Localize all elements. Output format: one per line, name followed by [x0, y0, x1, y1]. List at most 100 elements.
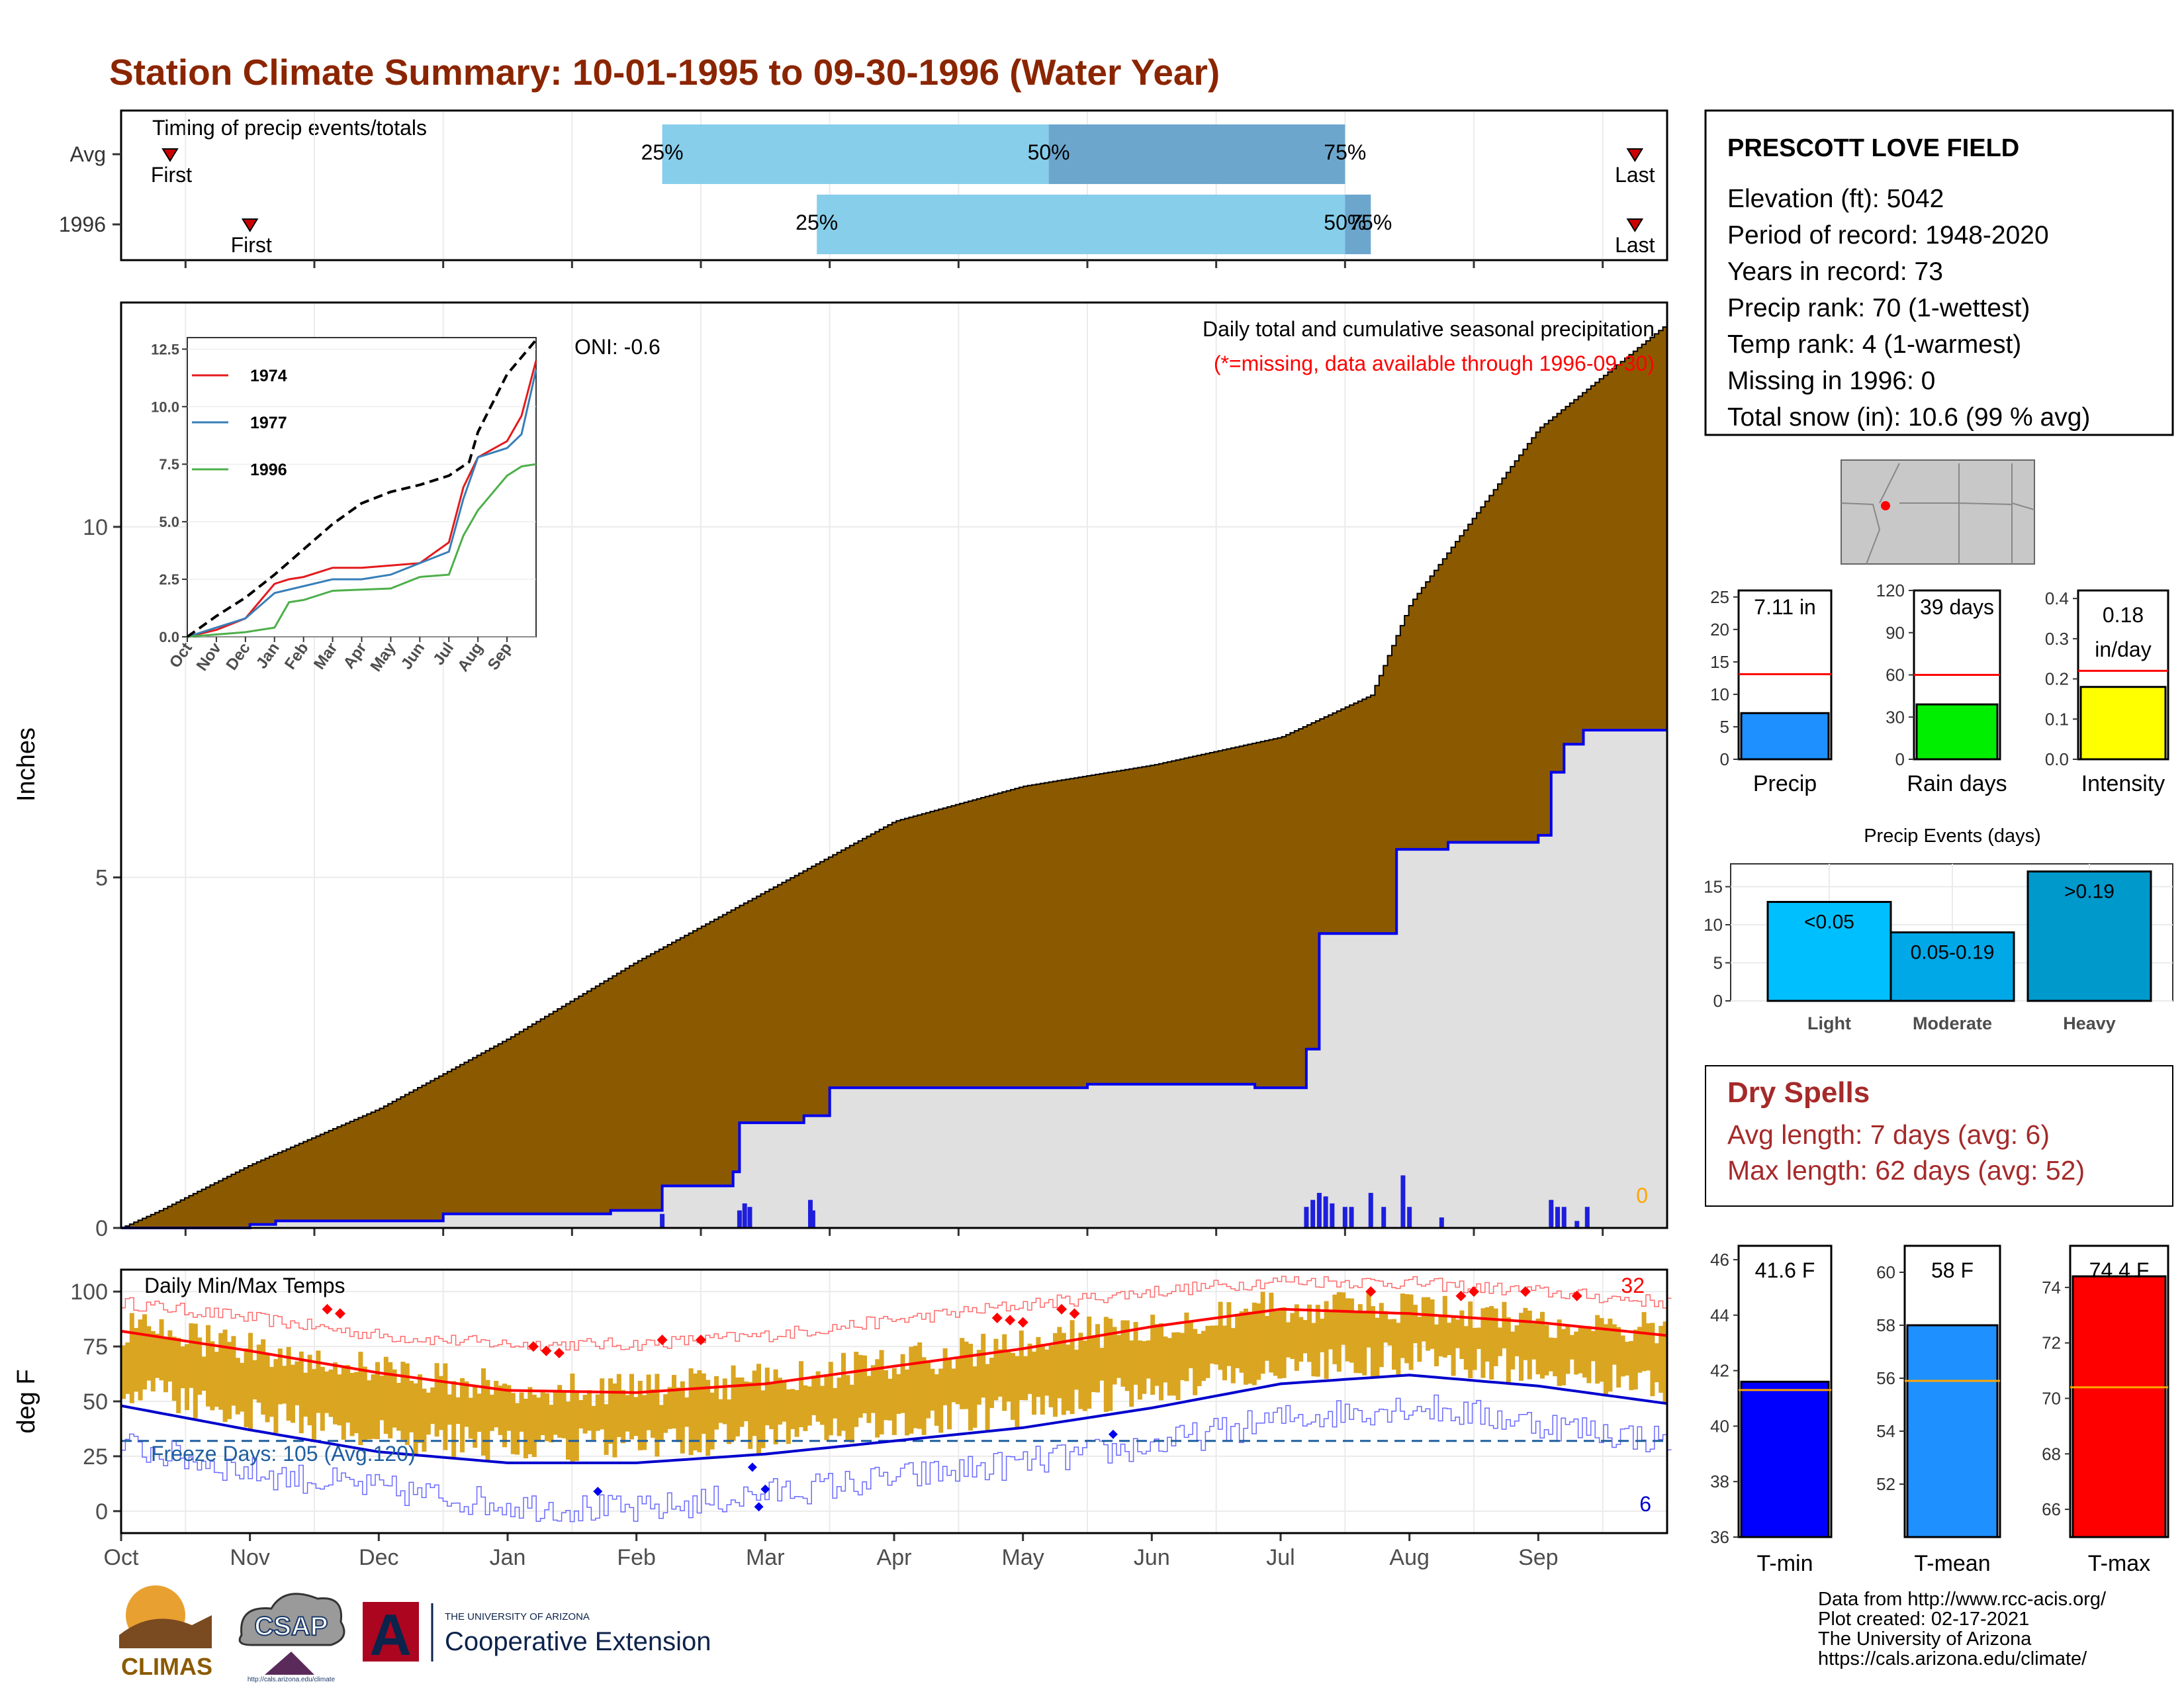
daily-temp-range-bar: [1514, 1325, 1520, 1356]
daily-temp-range-bar: [142, 1314, 147, 1390]
daily-precip-bar: [1400, 1175, 1406, 1228]
daily-temp-range-bar: [371, 1374, 376, 1439]
daily-temp-range-bar: [845, 1375, 850, 1441]
daily-precip-bar: [807, 1199, 813, 1228]
events-bar: [2026, 870, 2152, 1002]
climas-wordmark: CLIMAS: [121, 1653, 212, 1680]
daily-temp-range-bar: [1459, 1310, 1465, 1359]
last-marker-icon: [1626, 148, 1644, 162]
daily-temp-range-bar: [1502, 1301, 1507, 1348]
daily-temp-range-bar: [443, 1363, 448, 1450]
dry-spells-avg: Avg length: 7 days (avg: 6): [1727, 1119, 2050, 1150]
temp-ylabel: deg F: [13, 1369, 40, 1433]
inset-series-line-1974: [187, 360, 537, 638]
daily-temp-range-bar: [1438, 1316, 1443, 1356]
daily-temp-range-bar: [824, 1376, 829, 1440]
daily-temp-range-bar: [1150, 1315, 1156, 1395]
station-line-precip-rank: Precip rank: 70 (1-wettest): [1727, 294, 2030, 322]
daily-temp-range-bar: [1510, 1331, 1516, 1370]
daily-temp-range-bar: [926, 1360, 931, 1419]
daily-temp-range-bar: [820, 1385, 825, 1425]
daily-temp-range-bar: [955, 1358, 960, 1405]
temp-hot-count: 32: [1621, 1274, 1645, 1297]
daily-temp-range-bar: [582, 1395, 588, 1434]
daily-temp-range-bar: [1379, 1303, 1384, 1368]
temp-x-tick-label: Apr: [877, 1545, 912, 1570]
last-marker-icon: [1626, 218, 1644, 232]
daily-temp-range-bar: [121, 1345, 126, 1399]
csap-logo: CSAP http://cals.arizona.edu/climate: [238, 1593, 345, 1683]
daily-temp-range-bar: [1294, 1304, 1299, 1371]
daily-temp-range-bar: [312, 1369, 316, 1440]
tsum-y-tick-label: 52: [1876, 1474, 1895, 1494]
daily-temp-range-bar: [866, 1376, 872, 1423]
daily-temp-range-bar: [1641, 1312, 1647, 1372]
dry-spells-max: Max length: 62 days (avg: 52): [1727, 1155, 2085, 1186]
daily-temp-range-bar: [485, 1380, 490, 1460]
daily-temp-range-bar: [722, 1378, 727, 1425]
daily-temp-range-bar: [337, 1374, 342, 1426]
precip-ylabel: Inches: [13, 727, 40, 802]
inset-y-tick-label: 12.5: [151, 341, 179, 357]
daily-temp-range-bar: [273, 1359, 279, 1433]
daily-temp-range-bar: [566, 1401, 570, 1460]
timing-first-label: First: [151, 163, 192, 187]
temp-x-tick-label: Jan: [490, 1545, 526, 1570]
temp-x-tick-label: Feb: [617, 1545, 656, 1570]
daily-temp-range-bar: [701, 1373, 706, 1434]
temp-y-tick-label: 75: [83, 1335, 108, 1360]
daily-temp-range-bar: [1015, 1356, 1020, 1428]
station-name: PRESCOTT LOVE FIELD: [1727, 134, 2019, 162]
daily-temp-range-bar: [905, 1369, 909, 1436]
summary-value-bar: [1915, 703, 1999, 761]
timing-row-label-avg: Avg: [69, 142, 106, 166]
csap-cloud-icon: [238, 1593, 345, 1646]
daily-precip-bar: [1349, 1207, 1354, 1228]
station-line-elevation: Elevation (ft): 5042: [1727, 185, 1944, 213]
ua-name: THE UNIVERSITY OF ARIZONA: [445, 1611, 590, 1622]
daily-temp-range-bar: [1637, 1327, 1643, 1373]
daily-temp-range-bar: [587, 1390, 592, 1431]
daily-temp-range-bar: [400, 1362, 406, 1440]
inset-y-tick-label: 2.5: [159, 571, 179, 588]
daily-temp-range-bar: [1311, 1323, 1316, 1377]
daily-temp-range-bar: [206, 1325, 210, 1407]
daily-temp-range-bar: [1019, 1331, 1024, 1400]
daily-temp-range-bar: [608, 1378, 613, 1444]
daily-temp-range-bar: [1392, 1319, 1396, 1370]
precip-y-tick-label: 10: [83, 515, 108, 540]
daily-temp-range-bar: [964, 1341, 969, 1409]
tsum-y-tick-label: 42: [1710, 1361, 1729, 1381]
temp-x-tick-label: Aug: [1389, 1545, 1430, 1570]
tsum-value-label: 74.4 F: [2089, 1258, 2150, 1282]
daily-temp-range-bar: [388, 1362, 393, 1438]
daily-temp-range-bar: [1188, 1321, 1193, 1368]
daily-temp-range-bar: [553, 1389, 558, 1435]
temp-summary-charts: 36 38 40 42 44 46 41.6 F T-min 52 54 56 58 60 58 F T-m…: [1710, 1244, 2169, 1576]
daily-temp-range-bar: [1540, 1311, 1545, 1379]
record-low-marker: [1108, 1429, 1118, 1439]
daily-temp-range-bar: [1023, 1356, 1028, 1401]
daily-precip-bar: [1549, 1199, 1554, 1228]
daily-temp-range-bar: [1616, 1327, 1621, 1388]
map-state-outlines: [1841, 463, 2035, 565]
average-max-line: [120, 1307, 1668, 1394]
daily-temp-range-bar: [930, 1368, 935, 1411]
daily-temp-range-bar: [891, 1368, 897, 1435]
daily-temp-range-bar: [1129, 1340, 1134, 1407]
daily-temp-range-bar: [1659, 1325, 1664, 1393]
daily-temp-range-bar: [1646, 1323, 1651, 1371]
daily-precip-bar: [1368, 1193, 1373, 1228]
record-high-marker: [1469, 1286, 1479, 1297]
daily-temp-range-bar: [697, 1370, 702, 1452]
daily-temp-range-bar: [1557, 1319, 1562, 1386]
daily-precip-bar: [1310, 1199, 1316, 1228]
precip-y-tick-label: 5: [95, 865, 108, 890]
timing-pct-label: 25%: [796, 211, 838, 234]
daily-temp-range-bar: [663, 1394, 668, 1433]
daily-temp-range-bar: [578, 1400, 584, 1429]
temp-x-tick-label: Nov: [230, 1545, 269, 1570]
daily-temp-range-bar: [807, 1386, 812, 1426]
daily-temp-range-bar: [447, 1394, 452, 1425]
climas-landscape-icon: [119, 1615, 212, 1648]
